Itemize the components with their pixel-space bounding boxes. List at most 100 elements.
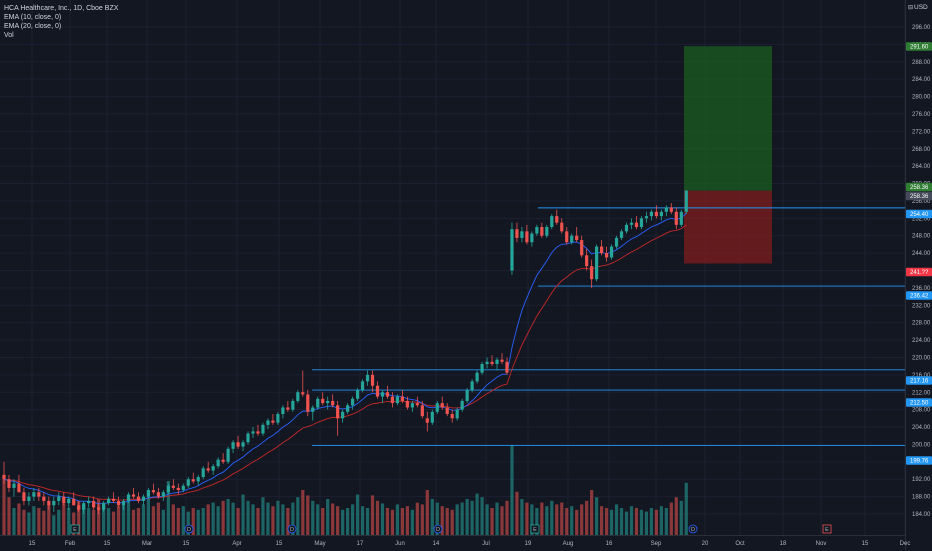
volume-bar: [156, 502, 160, 535]
volume-bar: [241, 494, 245, 535]
volume-bar: [266, 502, 270, 535]
event-marker-earnings: E: [822, 524, 832, 534]
price-axis[interactable]: [905, 0, 932, 550]
candle-body: [385, 392, 390, 397]
volume-bar: [22, 509, 26, 535]
volume-bar: [405, 506, 409, 535]
volume-bar: [281, 504, 285, 535]
candle-body: [480, 363, 484, 373]
candle-body: [550, 216, 554, 228]
volume-bar: [445, 508, 449, 535]
volume-bar: [97, 499, 101, 535]
volume-bar: [570, 506, 574, 535]
candle-body: [281, 407, 285, 414]
candle-body: [106, 498, 111, 504]
volume-bar: [221, 500, 225, 535]
volume-bar: [201, 508, 205, 535]
candle-body: [430, 411, 434, 423]
dividend-icon: [433, 524, 443, 534]
candle-body: [141, 496, 146, 501]
candle-body: [201, 468, 205, 478]
volume-bar: [211, 502, 215, 535]
volume-bar: [67, 508, 71, 535]
volume-bar: [495, 502, 499, 535]
volume-bar: [450, 509, 454, 535]
volume-bar: [116, 506, 121, 535]
volume-bar: [664, 508, 668, 535]
candle-body: [341, 411, 345, 419]
candle-body: [316, 398, 320, 408]
candle-body: [659, 211, 663, 217]
currency-selector[interactable]: ⊟USD: [908, 4, 928, 11]
candle-body: [510, 229, 514, 271]
volume-bar: [176, 508, 180, 535]
candle-body: [485, 361, 489, 364]
volume-bar: [316, 504, 320, 535]
legend-volume[interactable]: Vol: [4, 32, 14, 39]
legend-ema10[interactable]: EMA (10, close, 0): [4, 14, 62, 21]
event-marker-dividend: D: [287, 524, 297, 534]
volume-bar: [460, 502, 464, 535]
event-marker-label: E: [533, 527, 537, 533]
event-marker-dividend: D: [433, 524, 443, 534]
candle-body: [261, 424, 265, 434]
volume-bar: [236, 508, 240, 535]
candle-body: [445, 407, 449, 414]
candle-body: [176, 487, 180, 491]
time-axis[interactable]: [0, 535, 905, 551]
candle-body: [296, 392, 300, 401]
candle-body: [186, 479, 190, 486]
candle-body: [211, 466, 215, 471]
volume-bar: [614, 504, 619, 535]
candle-body: [624, 224, 629, 232]
volume-bar: [12, 508, 16, 535]
volume-bar: [629, 506, 634, 535]
candle-body: [67, 498, 71, 504]
candle-body: [156, 492, 160, 497]
event-marker-dividend: D: [184, 524, 194, 534]
candle-body: [7, 479, 11, 488]
volume-bar: [595, 497, 599, 535]
volume-bar: [370, 495, 375, 535]
candle-body: [306, 394, 310, 412]
volume-bar: [619, 508, 624, 535]
candle-body: [206, 468, 210, 471]
candle-body: [116, 500, 121, 506]
candle-body: [72, 498, 76, 506]
candle-body: [52, 500, 56, 506]
volume-bar: [400, 508, 404, 535]
volume-bar: [306, 495, 310, 535]
volume-bar: [291, 502, 295, 535]
dividend-icon: [184, 524, 194, 534]
volume-bar: [77, 500, 81, 535]
volume-bar: [360, 506, 365, 535]
volume-bar: [141, 504, 146, 535]
event-marker-earnings: E: [530, 524, 540, 534]
volume-bar: [420, 504, 424, 535]
volume-bar: [590, 490, 594, 535]
volume-bar: [525, 502, 529, 535]
chart-legend: HCA Healthcare, Inc., 1D, Cboe BZX EMA (…: [4, 4, 118, 40]
candle-body: [375, 385, 380, 397]
legend-ema20[interactable]: EMA (20, close, 0): [4, 23, 62, 30]
volume-bar: [126, 494, 131, 535]
volume-bar: [485, 504, 489, 535]
candle-body: [32, 492, 36, 497]
volume-bar: [415, 502, 419, 535]
legend-title[interactable]: HCA Healthcare, Inc., 1D, Cboe BZX: [4, 5, 119, 12]
candle-body: [221, 459, 225, 462]
candle-body: [634, 222, 639, 228]
candle-body: [301, 392, 305, 395]
volume-bar: [102, 502, 106, 535]
volume-bar: [455, 504, 459, 535]
volume-bar: [380, 503, 385, 535]
candle-body: [565, 231, 569, 243]
volume-bar: [171, 504, 175, 535]
volume-bar: [470, 500, 474, 535]
volume-bar: [276, 500, 280, 535]
volume-bar: [395, 504, 400, 535]
candle-body: [360, 381, 365, 391]
candle-body: [540, 227, 544, 236]
